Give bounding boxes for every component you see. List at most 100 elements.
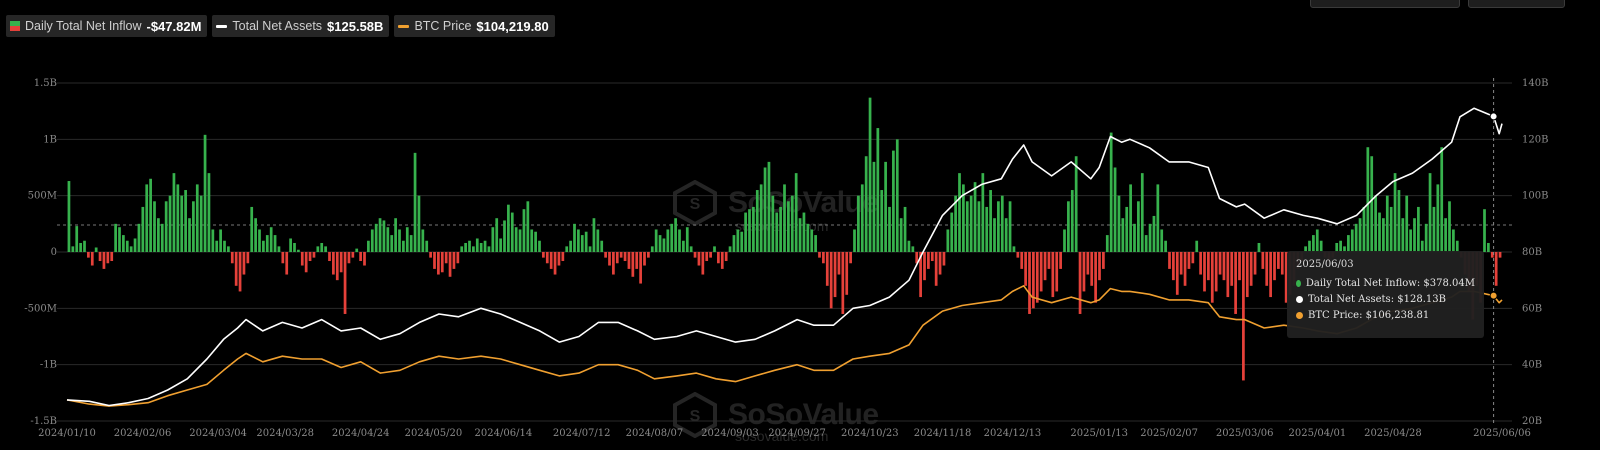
inflow-bar (950, 212, 954, 252)
y-right-tick-label: 60B (1522, 303, 1542, 314)
inflow-bar (903, 206, 907, 252)
inflow-bar (1483, 209, 1486, 252)
inflow-bar (1420, 240, 1424, 252)
inflow-bar (429, 252, 432, 258)
inflow-bar (631, 252, 635, 277)
inflow-bar (269, 227, 273, 252)
inflow-bar (1455, 240, 1459, 252)
inflow-bar (1148, 223, 1152, 252)
inflow-bar (157, 218, 160, 252)
inflow-bar (1074, 156, 1078, 252)
inflow-bar (90, 252, 94, 266)
inflow-bar (1428, 173, 1432, 252)
x-tick-label: 2024/09/27 (768, 428, 826, 439)
inflow-bar (118, 227, 121, 252)
inflow-bar (1125, 206, 1129, 252)
inflow-bar (300, 252, 304, 266)
inflow-bar (930, 252, 934, 262)
inflow-bar (324, 246, 327, 252)
inflow-bar (888, 206, 891, 252)
inflow-bar (647, 252, 650, 258)
y-left-tick-label: 0 (51, 247, 57, 258)
inflow-bar (1343, 246, 1346, 252)
inflow-bar (1195, 240, 1199, 252)
inflow-bar (755, 190, 759, 252)
inflow-bar (639, 252, 642, 284)
inflow-bar (351, 252, 355, 258)
inflow-bar (164, 201, 168, 252)
inflow-bar (133, 238, 137, 252)
inflow-bar (1020, 252, 1024, 269)
inflow-bar (713, 246, 716, 252)
inflow-bar (934, 252, 938, 286)
inflow-bar (1016, 252, 1020, 258)
inflow-bar (693, 252, 697, 258)
inflow-bar (510, 212, 514, 252)
inflow-bar (650, 246, 654, 252)
legend-item-inflow[interactable]: Daily Total Net Inflow -$47.82M (6, 15, 208, 37)
tooltip-row-inflow: Daily Total Net Inflow: $378.04M (1296, 278, 1475, 289)
inflow-bar (841, 252, 845, 314)
inflow-bar (238, 252, 242, 292)
inflow-bar (1308, 240, 1311, 252)
top-control-button[interactable] (1310, 0, 1460, 8)
inflow-bar (1012, 246, 1016, 252)
inflow-bar (293, 242, 296, 252)
inflow-bar (1070, 190, 1074, 252)
assets-swatch-icon (216, 24, 228, 28)
inflow-bar (759, 184, 763, 252)
inflow-bar (192, 201, 195, 252)
inflow-bar (1319, 240, 1323, 252)
inflow-bar (145, 184, 149, 252)
inflow-bar (1105, 235, 1109, 252)
inflow-bar (1315, 229, 1319, 252)
inflow-bar (783, 184, 786, 252)
inflow-bar (853, 229, 856, 252)
inflow-bar (137, 223, 141, 252)
inflow-bar (748, 209, 751, 252)
inflow-bar (635, 252, 639, 269)
legend-item-assets[interactable]: Total Net Assets $125.58B (212, 15, 390, 37)
inflow-bar (153, 201, 156, 252)
inflow-bar (1028, 252, 1031, 314)
inflow-bar (919, 252, 922, 298)
inflow-bar (1280, 252, 1284, 275)
x-tick-label: 2024/10/23 (841, 428, 899, 439)
x-tick-label: 2024/11/18 (914, 428, 972, 439)
legend-item-btc[interactable]: BTC Price $104,219.80 (394, 15, 555, 37)
inflow-bar (370, 229, 374, 252)
inflow-bar (234, 252, 238, 286)
inflow-bar (740, 231, 744, 252)
inflow-bar (1277, 252, 1280, 269)
inflow-bar (495, 218, 499, 252)
inflow-bar (1117, 195, 1121, 252)
top-control-button[interactable] (1468, 0, 1565, 8)
inflow-bar (363, 252, 366, 266)
y-right-tick-label: 140B (1522, 78, 1548, 89)
inflow-bar (1113, 167, 1117, 252)
inflow-bar (1199, 252, 1202, 275)
inflow-bar (1175, 252, 1179, 295)
tooltip-btc: BTC Price: $106,238.81 (1308, 310, 1430, 321)
x-tick-label: 2024/07/12 (553, 428, 611, 439)
inflow-bar (899, 218, 903, 252)
inflow-bar (1024, 252, 1027, 286)
inflow-bar (102, 252, 106, 269)
inflow-bar (1238, 252, 1241, 281)
inflow-bar (981, 173, 985, 252)
inflow-bar (312, 252, 316, 258)
inflow-bar (1094, 252, 1097, 303)
inflow-bar (199, 195, 203, 252)
inflow-bar (561, 252, 565, 262)
inflow-bar (612, 252, 615, 275)
tooltip-row-btc: BTC Price: $106,238.81 (1296, 310, 1475, 321)
inflow-bar (499, 238, 502, 252)
inflow-bar (304, 252, 308, 273)
inflow-bar (273, 235, 277, 252)
inflow-bar (596, 229, 600, 252)
inflow-bar (409, 235, 413, 252)
inflow-bar (1043, 252, 1047, 281)
inflow-bar (806, 223, 810, 252)
inflow-bar (464, 242, 467, 252)
